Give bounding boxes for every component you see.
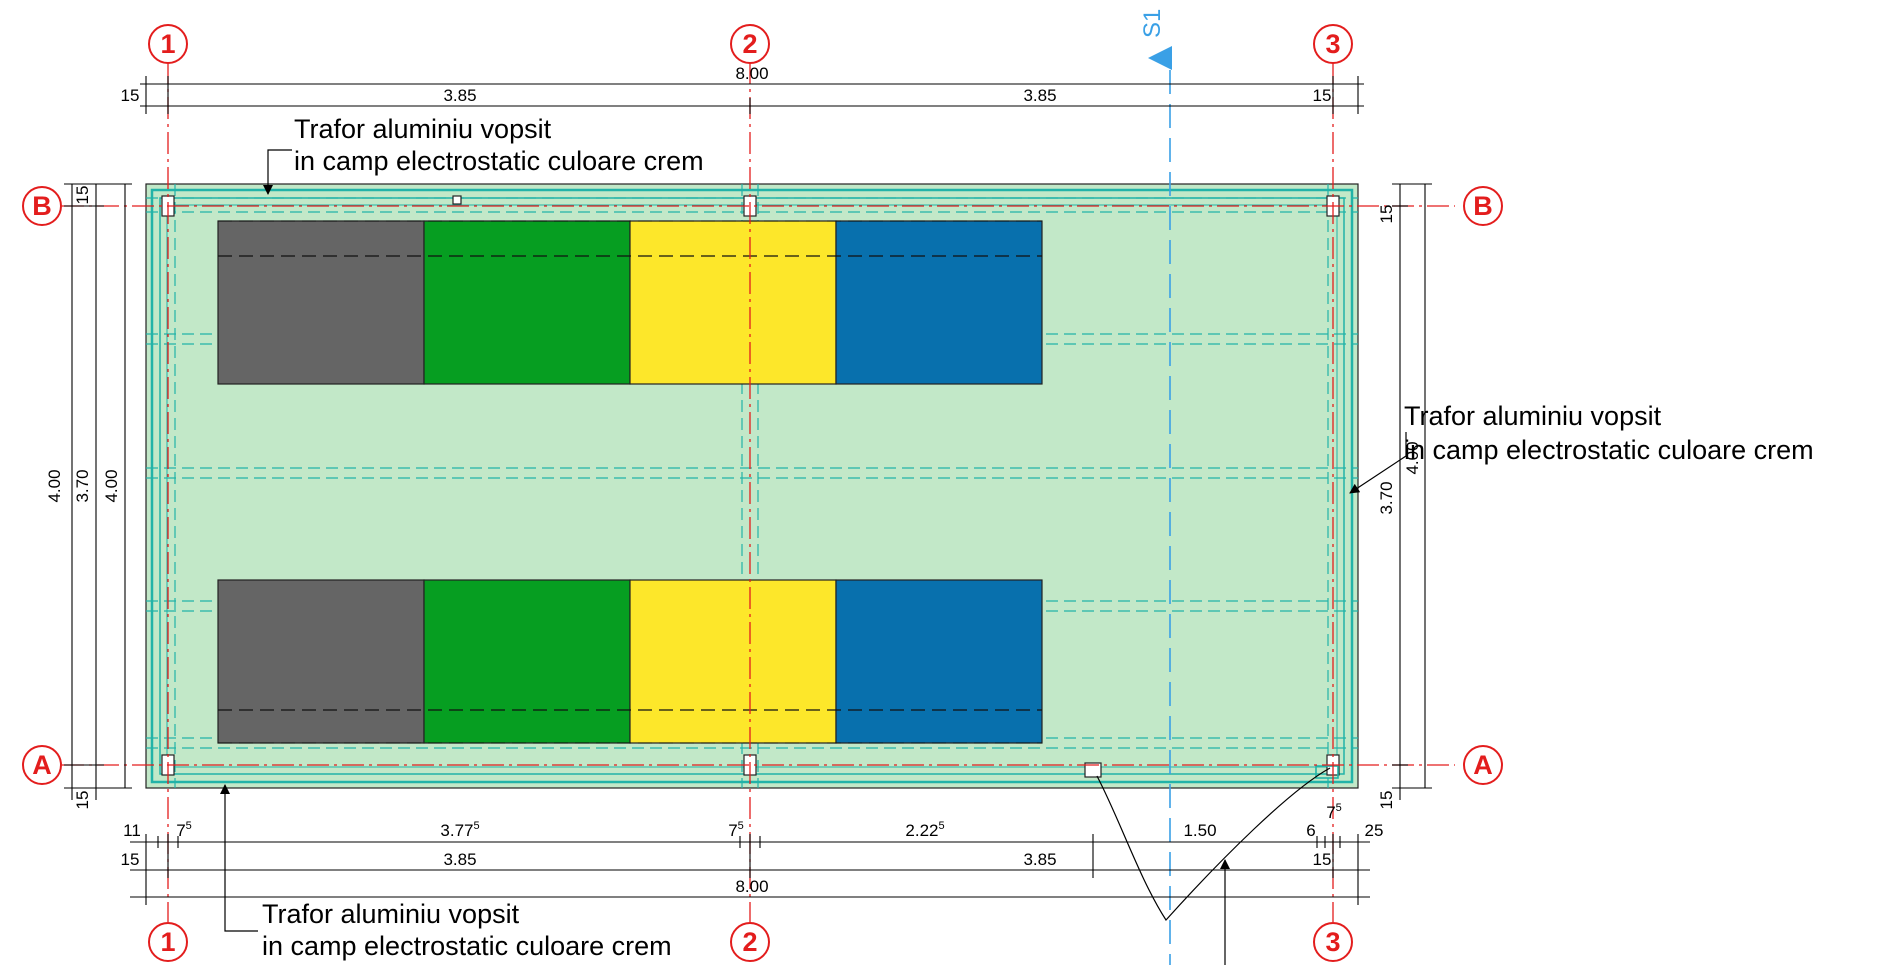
svg-text:A: A — [1473, 750, 1493, 780]
bin-yellow-top — [629, 220, 837, 385]
grid-bubble-3-top: 3 — [1313, 24, 1353, 64]
grid-bubble-3-bottom: 3 — [1313, 922, 1353, 962]
platform — [145, 183, 1359, 789]
grid-bubble-a-left: A — [22, 745, 62, 785]
leader-right — [1349, 432, 1407, 494]
dim-b1-d2: 75 — [176, 820, 192, 840]
leader-bottom — [220, 784, 258, 932]
svg-text:3: 3 — [1325, 927, 1340, 957]
annotation-top-line1: Trafor aluminiu vopsit — [294, 114, 552, 144]
dim-b1-d1: 11 — [123, 821, 141, 840]
dim-right-total: 4.00 — [1403, 441, 1422, 474]
leaders — [220, 149, 1407, 965]
svg-text:2: 2 — [742, 29, 757, 59]
bin-gray-top — [217, 220, 425, 385]
svg-text:3: 3 — [1325, 29, 1340, 59]
post-small-b — [452, 195, 462, 205]
leader-drain — [1096, 767, 1331, 921]
annotation-top-line2: in camp electrostatic culoare crem — [294, 146, 704, 176]
svg-text:B: B — [1473, 191, 1493, 221]
grid-bubble-b-left: B — [22, 186, 62, 226]
dim-top-total: 8.00 — [735, 64, 768, 83]
section-s1: S1 — [1139, 9, 1172, 965]
grid-lines — [62, 62, 1455, 922]
grid-bubble-2-top: 2 — [730, 24, 770, 64]
svg-text:1: 1 — [160, 29, 175, 59]
dim-b1-d5: 2.225 — [905, 820, 944, 840]
dim-b1-d9: 25 — [1365, 821, 1384, 840]
dim-bottom-edge-right: 15 — [1313, 850, 1332, 869]
svg-text:2: 2 — [742, 927, 757, 957]
grid-bubble-2-bottom: 2 — [730, 922, 770, 962]
bin-blue-top — [835, 220, 1043, 385]
dim-bottom-edge-left: 15 — [121, 850, 140, 869]
annotation-right: Trafor aluminiu vopsit in camp electrost… — [1404, 401, 1814, 465]
dim-b1-d4: 75 — [728, 820, 744, 840]
dim-top-right-span: 3.85 — [1023, 86, 1056, 105]
dim-b1-d7: 6 — [1306, 821, 1315, 840]
svg-text:1: 1 — [160, 927, 175, 957]
section-label: S1 — [1139, 9, 1166, 38]
grid-bubble-a-right: A — [1463, 745, 1503, 785]
bins-top-row — [217, 220, 1043, 385]
dim-b1-d8: 75 — [1326, 802, 1342, 822]
dim-bottom-left-span: 3.85 — [443, 850, 476, 869]
dim-bottom-right-span: 3.85 — [1023, 850, 1056, 869]
drain-a — [1084, 762, 1102, 778]
dim-left-total-2: 4.00 — [102, 469, 121, 502]
annotation-right-line2: in camp electrostatic culoare crem — [1404, 435, 1814, 465]
annotation-bottom-line1: Trafor aluminiu vopsit — [262, 899, 520, 929]
dim-right-edge-b: 15 — [1377, 205, 1396, 224]
annotation-right-line1: Trafor aluminiu vopsit — [1404, 401, 1662, 431]
grid-bubble-1-top: 1 — [148, 24, 188, 64]
dim-top-edge-left: 15 — [121, 86, 140, 105]
dim-top-edge-right: 15 — [1313, 86, 1332, 105]
annotation-bottom: Trafor aluminiu vopsit in camp electrost… — [262, 899, 672, 961]
bin-green-bottom — [423, 579, 631, 744]
drain-a3 — [1315, 765, 1339, 779]
bin-gray-bottom — [217, 579, 425, 744]
grid-bubble-b-right: B — [1463, 186, 1503, 226]
dim-top-left-span: 3.85 — [443, 86, 476, 105]
svg-text:A: A — [32, 750, 52, 780]
section-arrow-icon — [1148, 46, 1172, 70]
dim-b1-d3: 3.775 — [440, 820, 479, 840]
leader-top — [263, 149, 292, 195]
dim-right-edge-a: 15 — [1377, 791, 1396, 810]
grid-bubbles: 1 2 3 1 2 3 B A — [22, 24, 1503, 962]
dim-bottom-total: 8.00 — [735, 877, 768, 896]
dim-left-inner: 3.70 — [73, 469, 92, 502]
svg-text:B: B — [32, 191, 52, 221]
bin-green-top — [423, 220, 631, 385]
dimension-texts: 8.00 15 3.85 3.85 15 11 75 3.775 75 2.22… — [45, 64, 1422, 896]
bin-blue-bottom — [835, 579, 1043, 744]
dim-b1-d6: 1.50 — [1183, 821, 1216, 840]
bin-yellow-bottom — [629, 579, 837, 744]
dimension-lines — [64, 76, 1432, 905]
dim-right-inner: 3.70 — [1377, 481, 1396, 514]
annotation-top: Trafor aluminiu vopsit in camp electrost… — [294, 114, 704, 176]
dim-left-edge-b: 15 — [73, 186, 92, 205]
grid-bubble-1-bottom: 1 — [148, 922, 188, 962]
dim-left-outer-total: 4.00 — [45, 469, 64, 502]
annotation-bottom-line2: in camp electrostatic culoare crem — [262, 931, 672, 961]
dim-left-edge-a: 15 — [73, 791, 92, 810]
bins-bottom-row — [217, 579, 1043, 744]
